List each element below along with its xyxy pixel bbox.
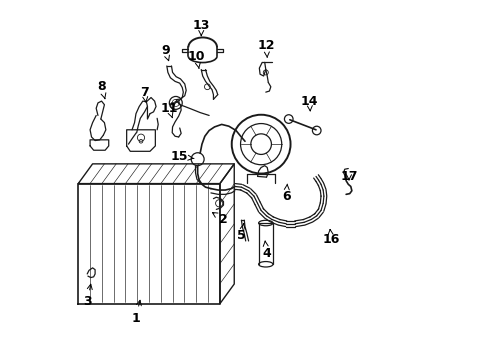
Text: 9: 9 — [161, 44, 170, 61]
Text: 8: 8 — [97, 80, 106, 99]
Text: 17: 17 — [340, 170, 358, 183]
Text: 14: 14 — [301, 95, 318, 111]
Text: 11: 11 — [160, 102, 178, 118]
Text: 12: 12 — [258, 39, 275, 58]
Text: 6: 6 — [282, 184, 291, 203]
Text: 10: 10 — [188, 50, 205, 68]
Text: 16: 16 — [322, 229, 340, 246]
Text: 5: 5 — [237, 224, 246, 242]
Text: 4: 4 — [262, 241, 271, 260]
Text: 2: 2 — [212, 212, 228, 226]
Text: 1: 1 — [131, 300, 141, 325]
Text: 7: 7 — [140, 86, 149, 102]
Text: 13: 13 — [193, 19, 210, 36]
Text: 3: 3 — [83, 284, 92, 309]
Text: 15: 15 — [171, 150, 194, 163]
